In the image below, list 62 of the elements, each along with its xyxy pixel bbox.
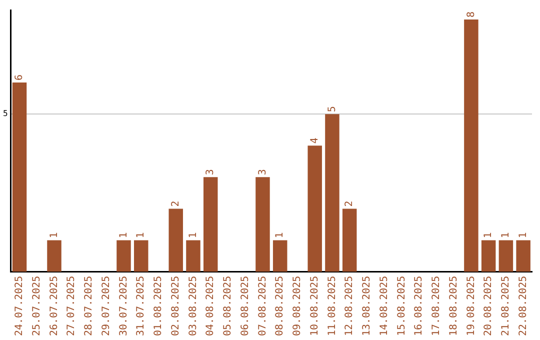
x-tick-label: 20.08.2025: [483, 276, 494, 336]
x-tick-label: 27.07.2025: [66, 276, 78, 336]
bar: [342, 208, 357, 272]
data-label: 2: [170, 200, 182, 207]
x-tick-label: 01.08.2025: [153, 276, 164, 336]
x-tick-label: 13.08.2025: [362, 276, 373, 336]
x-tick-label: 12.08.2025: [344, 276, 356, 336]
x-tick-label: 22.08.2025: [518, 276, 529, 336]
bar: [308, 146, 322, 272]
data-label: 1: [48, 232, 60, 238]
data-label: 1: [274, 232, 286, 238]
data-label: 3: [257, 169, 268, 176]
data-label: 4: [309, 138, 320, 144]
x-tick-label: 15.08.2025: [396, 276, 408, 336]
bar: [116, 240, 131, 272]
bar: [168, 208, 183, 272]
x-tick-label: 29.07.2025: [100, 276, 112, 336]
x-tick-label: 09.08.2025: [292, 276, 304, 336]
x-tick-label: 26.07.2025: [48, 276, 60, 336]
x-tick-label: 17.08.2025: [431, 276, 442, 336]
data-label: 1: [118, 232, 130, 238]
x-tick-label: 19.08.2025: [466, 276, 477, 336]
bar: [47, 240, 62, 272]
data-label: 2: [344, 200, 356, 207]
x-tick-label: 10.08.2025: [309, 276, 320, 336]
bar: [186, 240, 200, 272]
x-tick-label: 05.08.2025: [222, 276, 234, 336]
x-tick-label: 07.08.2025: [257, 276, 268, 336]
data-label: 6: [14, 74, 26, 81]
x-tick-label: 02.08.2025: [170, 276, 182, 336]
bar: [498, 240, 514, 272]
bar: [325, 114, 340, 272]
data-label: 8: [466, 11, 477, 18]
data-label: 1: [188, 232, 199, 238]
bar: [272, 240, 288, 272]
bar: [203, 177, 218, 272]
x-tick-label: 11.08.2025: [326, 276, 338, 336]
x-tick-label: 30.07.2025: [118, 276, 130, 336]
data-label: 5: [326, 106, 338, 112]
data-label: 1: [518, 232, 529, 238]
x-tick-label: 31.07.2025: [136, 276, 147, 336]
x-tick-label: 06.08.2025: [240, 276, 251, 336]
bar: [256, 177, 270, 272]
bar: [516, 240, 530, 272]
bar: [12, 82, 27, 272]
x-tick-label: 16.08.2025: [414, 276, 425, 336]
data-label: 3: [205, 169, 216, 176]
x-tick-label: 03.08.2025: [188, 276, 199, 336]
bar: [464, 19, 478, 272]
x-tick-label: 08.08.2025: [274, 276, 286, 336]
data-label: 1: [136, 232, 147, 238]
x-tick-label: 21.08.2025: [500, 276, 512, 336]
x-tick-label: 24.07.2025: [14, 276, 26, 336]
bar: [481, 240, 496, 272]
x-tick-label: 25.07.2025: [31, 276, 42, 336]
data-label: 1: [483, 232, 494, 238]
x-tick-label: 28.07.2025: [84, 276, 95, 336]
data-label: 1: [500, 232, 512, 238]
x-tick-label: 04.08.2025: [205, 276, 216, 336]
bar: [134, 240, 148, 272]
x-tick-label: 14.08.2025: [378, 276, 390, 336]
x-tick-label: 18.08.2025: [448, 276, 460, 336]
